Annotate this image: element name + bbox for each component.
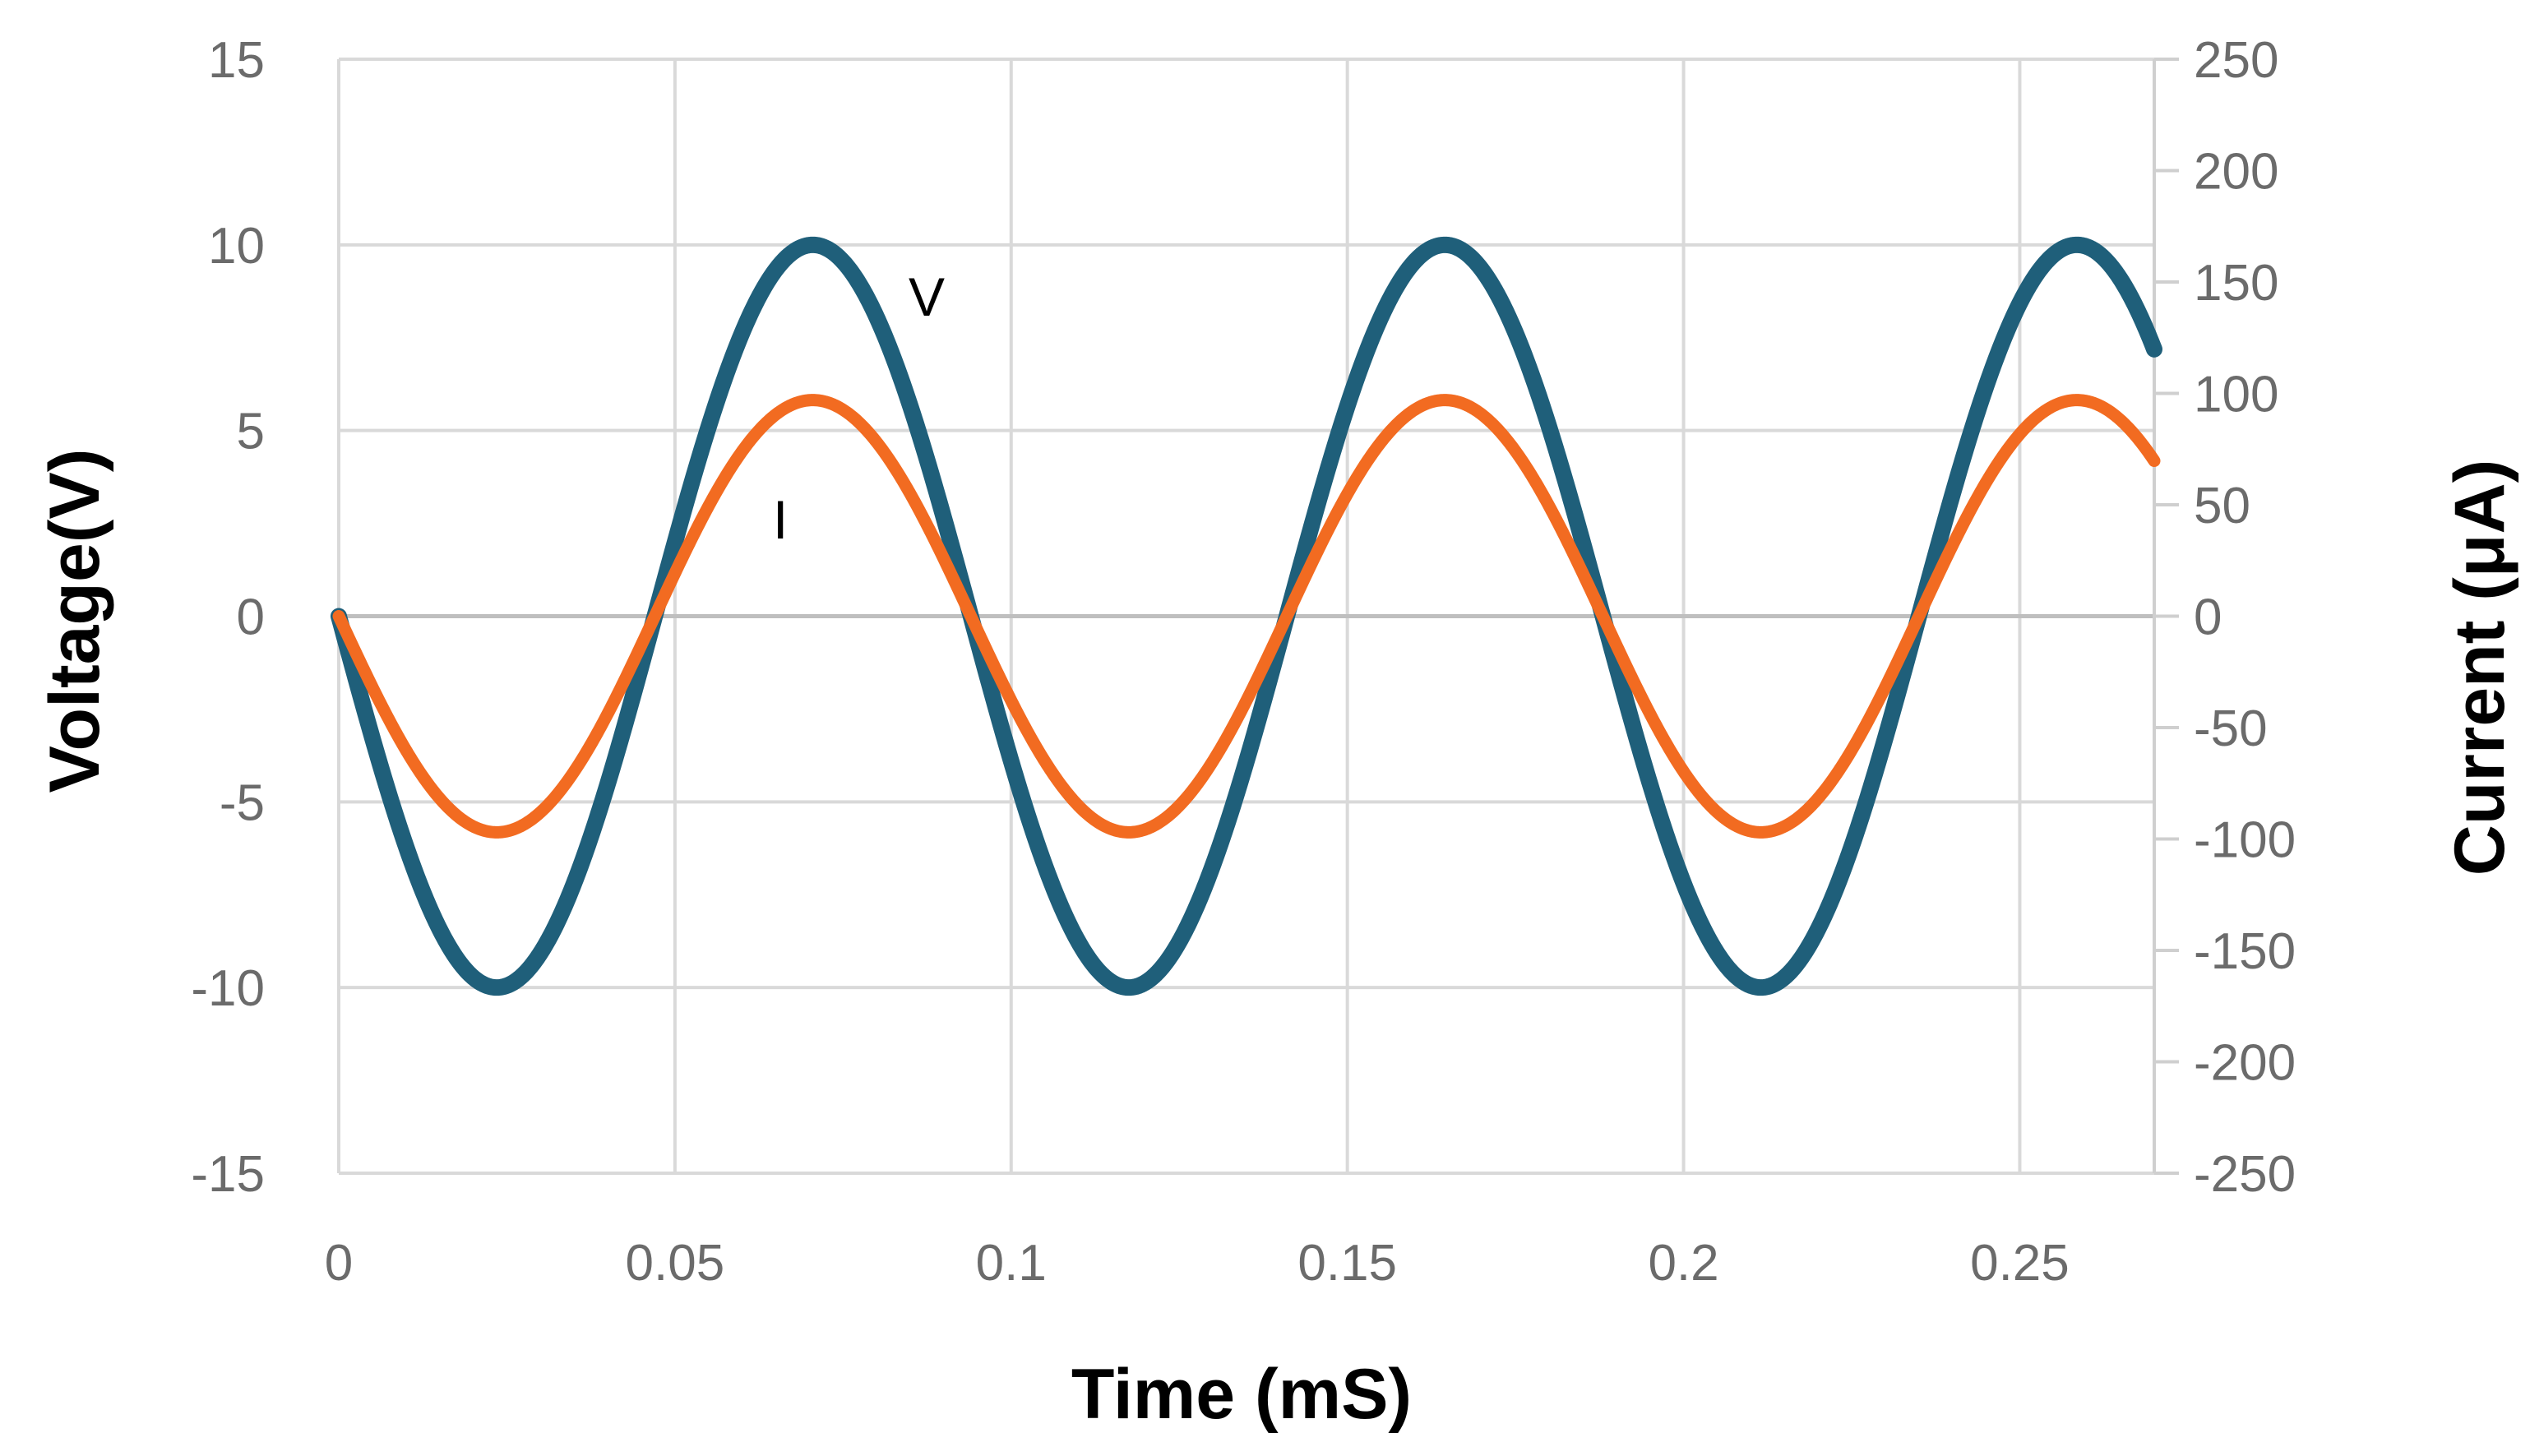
x-tick-label: 0.25: [1970, 1235, 2070, 1292]
y-tick-label: 10: [208, 218, 265, 275]
y2-tick-label: -250: [2194, 1146, 2296, 1203]
y2-tick-label: -200: [2194, 1035, 2296, 1092]
series-line-v: [331, 236, 2162, 996]
x-tick-label: 0.05: [626, 1235, 725, 1292]
y-axis-title: Voltage(V): [35, 449, 114, 793]
y2-tick-label: -100: [2194, 812, 2296, 869]
x-tick-label: 0.2: [1648, 1235, 1718, 1292]
y2-tick-label: 50: [2194, 478, 2250, 534]
tick-labels: 0 0.05 0.1 0.15 0.2 0.25151050-5-10-152502001…: [191, 32, 2296, 1292]
y2-tick-label: 0: [2194, 589, 2222, 646]
y2-tick-label: 200: [2194, 144, 2278, 201]
y2-axis-title: Current (μA): [2440, 460, 2519, 876]
series-line-i: [332, 394, 2161, 839]
y2-tick-label: 100: [2194, 367, 2278, 423]
x-tick-label: 0: [325, 1235, 353, 1292]
y-tick-label: -15: [191, 1146, 265, 1203]
series-label-i: I: [773, 489, 788, 550]
y-tick-label: -10: [191, 960, 265, 1017]
grid: [337, 58, 2179, 1175]
series-label-v: V: [909, 266, 945, 327]
y2-tick-label: -50: [2194, 700, 2268, 757]
y-tick-label: 0: [237, 589, 265, 646]
y-tick-label: -5: [220, 774, 265, 831]
y2-tick-label: -150: [2194, 923, 2296, 980]
x-tick-label: 0.15: [1297, 1235, 1397, 1292]
y-tick-label: 15: [208, 32, 265, 89]
y2-tick-label: 250: [2194, 32, 2278, 89]
y2-tick-label: 150: [2194, 255, 2278, 312]
x-tick-label: 0.1: [976, 1235, 1047, 1292]
x-axis-title: Time (mS): [1071, 1355, 1412, 1434]
series-layer: [331, 236, 2162, 996]
y-tick-label: 5: [237, 404, 265, 460]
